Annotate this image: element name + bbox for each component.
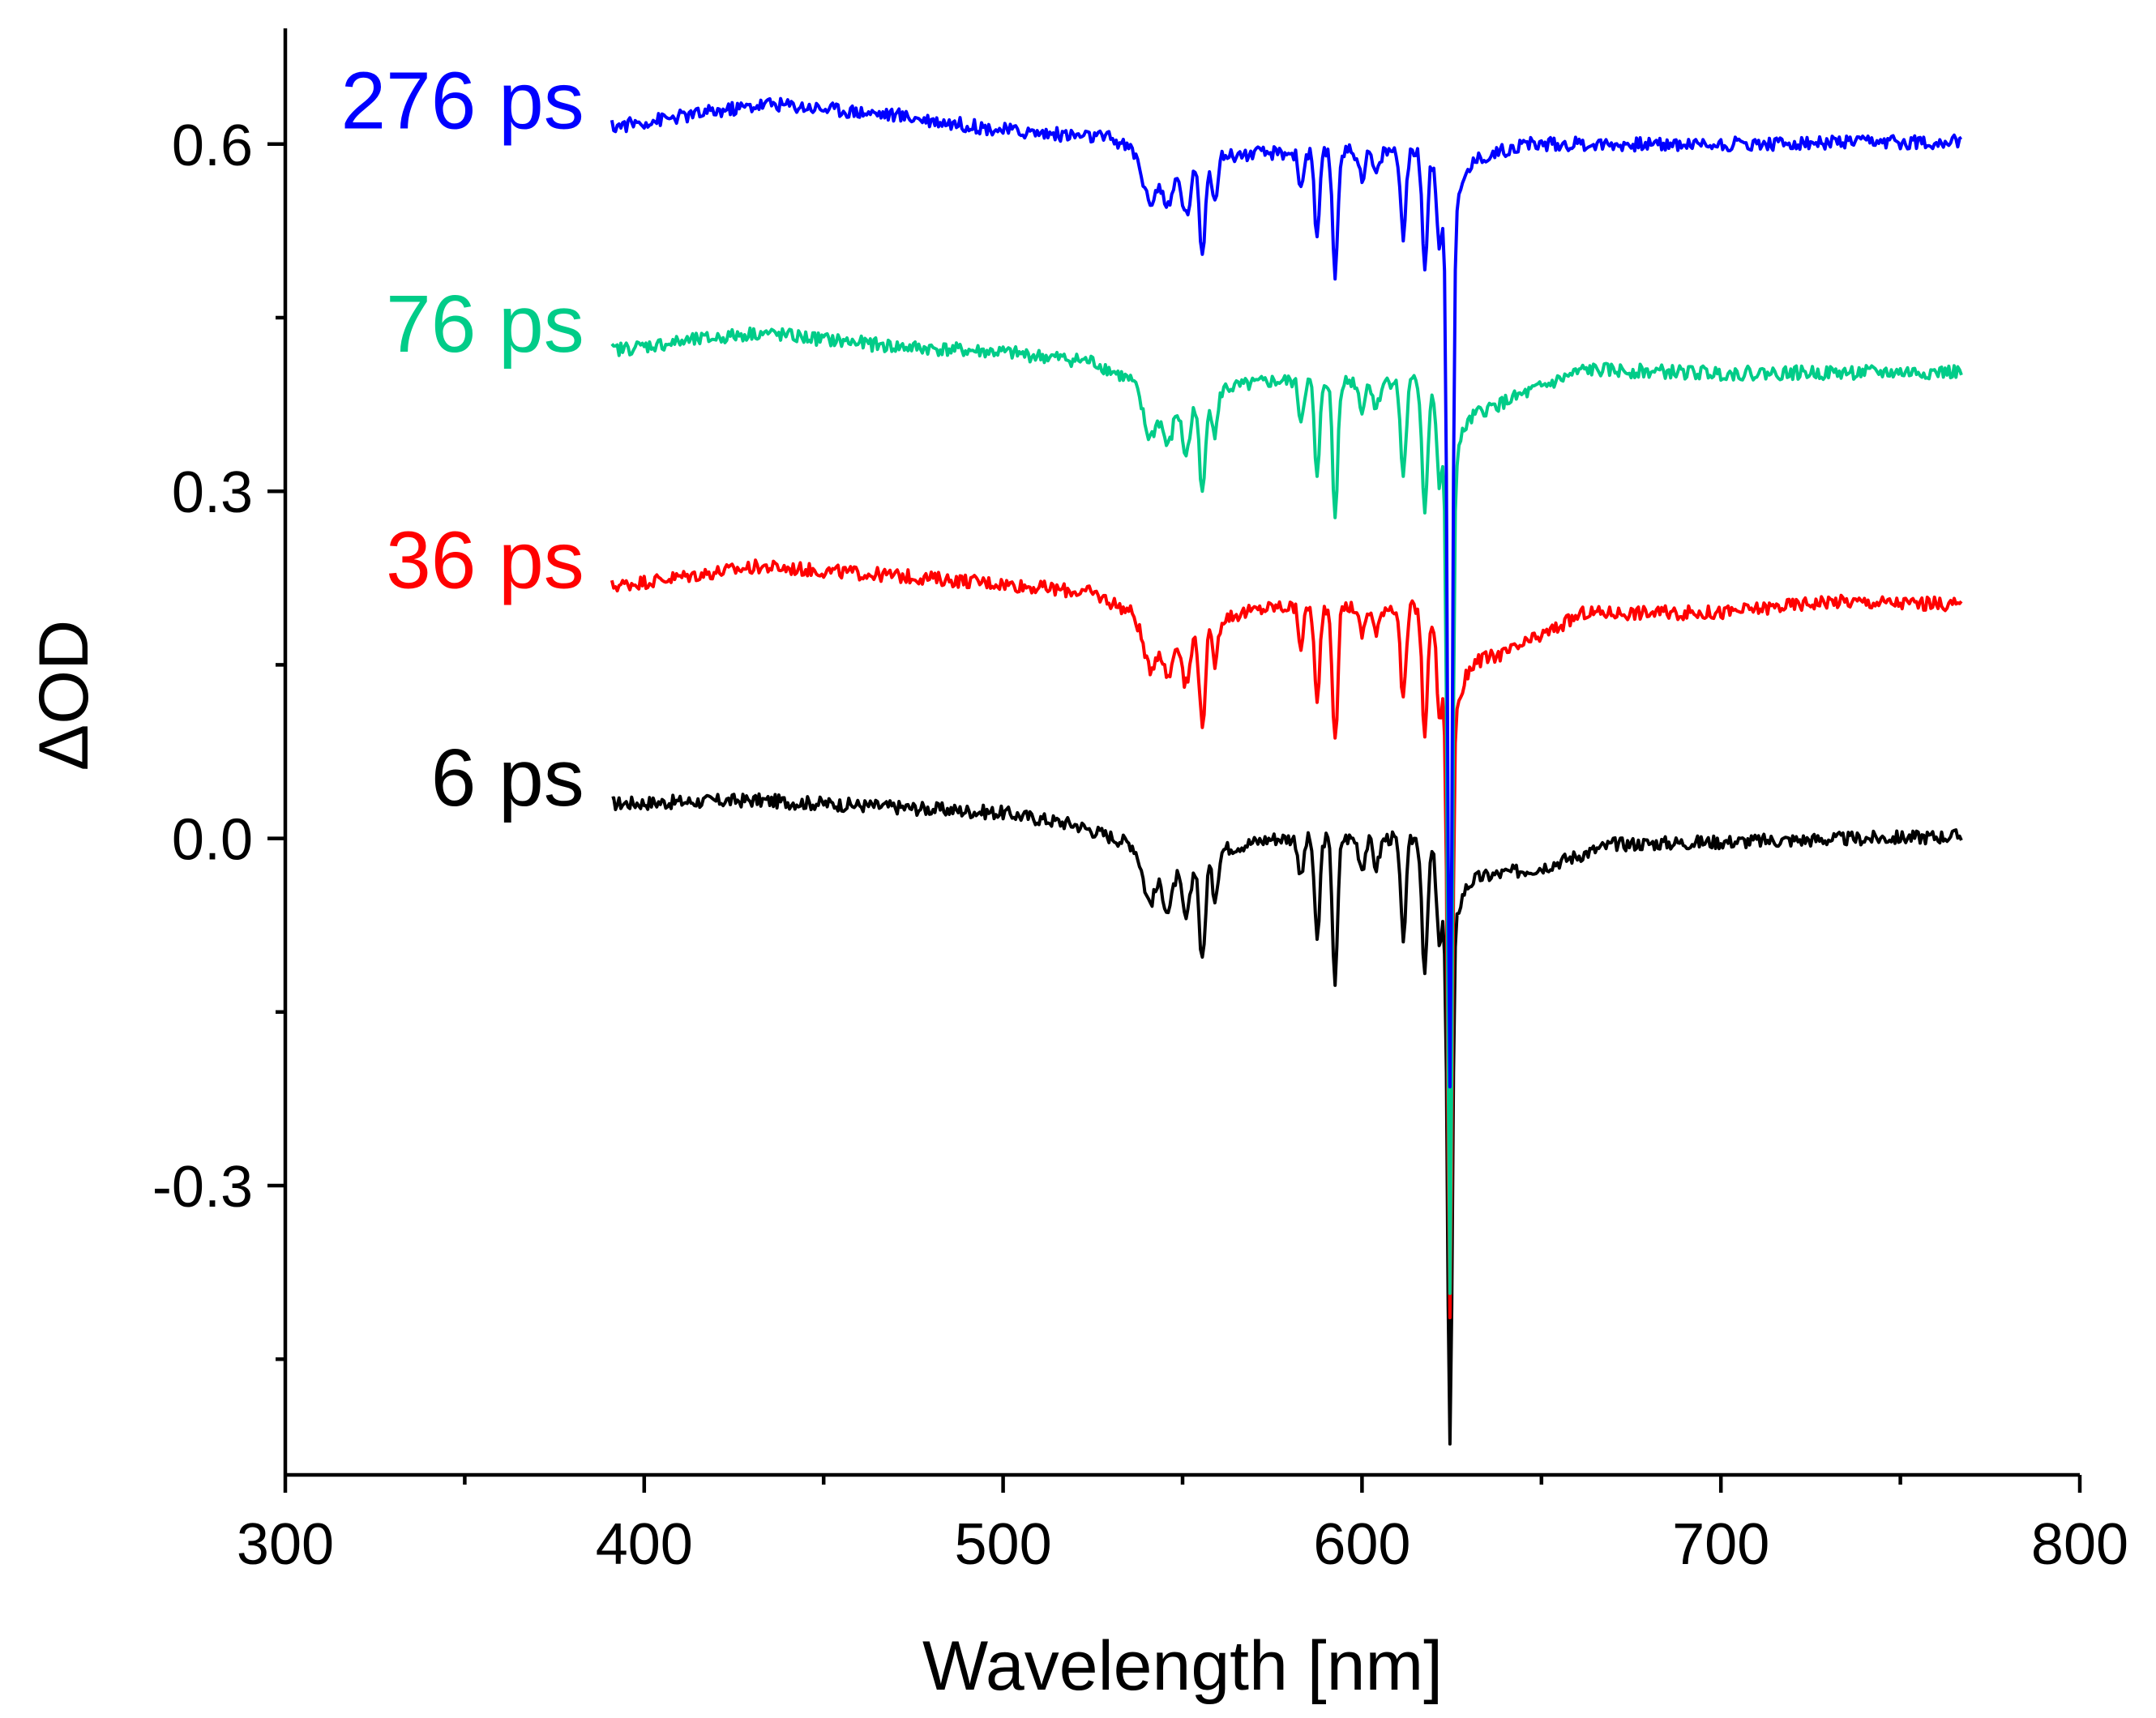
x-tick-label: 800 bbox=[2031, 1512, 2128, 1577]
series-line-6-ps bbox=[611, 792, 1963, 1446]
x-tick-label: 300 bbox=[237, 1512, 334, 1577]
tick-labels: 300 400 500 600 700 800 -0.3 0.0 0.3 0.6 bbox=[152, 113, 2128, 1577]
x-tick-label: 500 bbox=[955, 1512, 1052, 1577]
ticks bbox=[267, 142, 2082, 1493]
series-label-276-ps: 276 ps bbox=[341, 55, 584, 146]
series-label-76-ps: 76 ps bbox=[386, 279, 584, 370]
series-line-36-ps bbox=[610, 558, 1963, 1319]
x-axis-title: Wavelength [nm] bbox=[922, 1627, 1443, 1705]
y-axis-title: ΔOD bbox=[25, 620, 103, 771]
series-line-76-ps bbox=[610, 326, 1963, 1295]
series-labels: 6 ps 36 ps 76 ps 276 ps bbox=[341, 55, 584, 823]
series-line-276-ps bbox=[610, 96, 1963, 1089]
y-tick-label: -0.3 bbox=[152, 1155, 253, 1220]
y-tick-label: 0.3 bbox=[172, 460, 253, 525]
series-label-6-ps: 6 ps bbox=[431, 733, 584, 823]
x-tick-label: 700 bbox=[1672, 1512, 1769, 1577]
series-group bbox=[610, 96, 1963, 1446]
x-tick-label: 600 bbox=[1313, 1512, 1410, 1577]
y-tick-label: 0.6 bbox=[172, 113, 253, 178]
x-tick-label: 400 bbox=[596, 1512, 693, 1577]
y-tick-label: 0.0 bbox=[172, 808, 253, 873]
series-label-36-ps: 36 ps bbox=[386, 515, 584, 605]
